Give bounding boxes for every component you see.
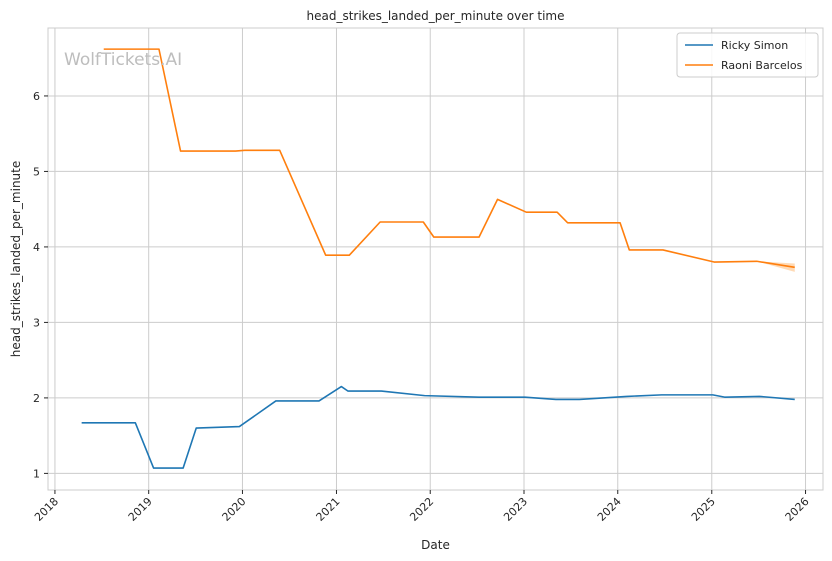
x-axis-label: Date — [421, 538, 450, 552]
x-tick-label-2022: 2022 — [407, 495, 436, 524]
x-axis-ticks: 2018 2019 2020 2021 2022 2023 2024 2025 2026 — [32, 490, 812, 524]
x-tick-label-2025: 2025 — [689, 495, 718, 524]
series-line-raoni-barcelos — [103, 48, 795, 269]
x-tick-label-2020: 2020 — [220, 495, 249, 524]
y-tick-label-4: 4 — [33, 241, 40, 254]
plot-frame — [47, 27, 824, 491]
y-axis-ticks: 1 2 3 4 5 6 — [33, 90, 48, 480]
legend-label-ricky-simon: Ricky Simon — [721, 39, 788, 52]
legend-label-raoni-barcelos: Raoni Barcelos — [721, 59, 803, 72]
x-tick-label-2026: 2026 — [783, 495, 812, 524]
x-tick-label-2021: 2021 — [314, 495, 343, 524]
legend: Ricky Simon Raoni Barcelos — [676, 32, 819, 78]
confidence-bands — [756, 261, 795, 272]
chart-title: head_strikes_landed_per_minute over time — [306, 9, 564, 23]
x-tick-label-2018: 2018 — [32, 495, 61, 524]
x-tick-label-2024: 2024 — [595, 495, 624, 524]
confidence-band-raoni-barcelos — [756, 261, 795, 272]
series-lines — [81, 48, 795, 469]
x-tick-label-2023: 2023 — [501, 495, 530, 524]
y-axis-label: head_strikes_landed_per_minute — [9, 161, 23, 358]
y-tick-label-6: 6 — [33, 90, 40, 103]
y-tick-label-3: 3 — [33, 316, 40, 329]
x-tick-label-2019: 2019 — [126, 495, 155, 524]
legend-box — [676, 32, 819, 78]
watermark: WolfTickets.AI — [64, 50, 182, 70]
y-tick-label-5: 5 — [33, 165, 40, 178]
series-line-ricky-simon — [81, 385, 795, 469]
y-tick-label-1: 1 — [33, 467, 40, 480]
grid — [48, 28, 823, 490]
y-tick-label-2: 2 — [33, 392, 40, 405]
